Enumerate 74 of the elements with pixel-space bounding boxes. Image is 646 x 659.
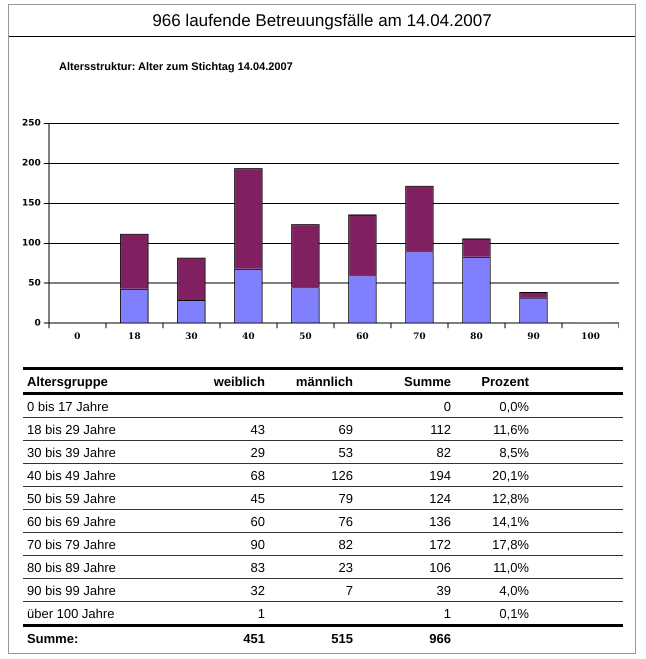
- text: 11,6%: [455, 418, 533, 440]
- text: 106: [357, 556, 455, 578]
- y-tick-label: 200: [22, 158, 41, 169]
- text: 0,1%: [455, 602, 533, 626]
- text: 82: [269, 532, 357, 556]
- text: 60 bis 69 Jahre: [23, 510, 181, 532]
- text: Summe: [357, 368, 455, 394]
- text: 172: [357, 532, 455, 556]
- text: 80 bis 89 Jahre: [23, 556, 181, 578]
- x-tick-label: 100: [581, 332, 600, 342]
- text: 126: [269, 464, 357, 486]
- text: 60: [181, 510, 269, 532]
- x-tick-label: 40: [242, 332, 255, 342]
- chart-subtitle: Altersstruktur: Alter zum Stichtag 14.04.2007: [59, 61, 294, 73]
- text: 43: [181, 418, 269, 440]
- text: 0 bis 17 Jahre: [23, 394, 181, 418]
- text: 79: [269, 486, 357, 510]
- text: 8,5%: [455, 440, 533, 464]
- x-tick-label: 30: [185, 332, 198, 342]
- text: weiblich: [181, 368, 269, 394]
- y-tick-label: 0: [34, 318, 41, 329]
- text: 14,1%: [455, 510, 533, 532]
- text: 18 bis 29 Jahre: [23, 418, 181, 440]
- text: 515: [269, 626, 357, 649]
- text: 90: [181, 532, 269, 556]
- text: 70 bis 79 Jahre: [23, 532, 181, 556]
- text: 69: [269, 418, 357, 440]
- text: 29: [181, 440, 269, 464]
- text: 50 bis 59 Jahre: [23, 486, 181, 510]
- x-tick-label: 70: [413, 332, 426, 342]
- text: 0,0%: [455, 394, 533, 418]
- text: 112: [357, 418, 455, 440]
- text: Prozent: [455, 368, 533, 394]
- text: Altersgruppe: [23, 368, 181, 394]
- text: 7: [269, 578, 357, 602]
- y-tick-label: 250: [22, 118, 41, 129]
- text: männlich: [269, 368, 357, 394]
- y-tick-label: 50: [28, 278, 41, 289]
- text: 1: [181, 602, 269, 626]
- x-tick-label: 60: [356, 332, 369, 342]
- text: 68: [181, 464, 269, 486]
- y-tick-label: 150: [22, 198, 41, 209]
- text: 0: [357, 394, 455, 418]
- x-tick-label: 80: [470, 332, 483, 342]
- text: 12,8%: [455, 486, 533, 510]
- text: 20,1%: [455, 464, 533, 486]
- text: 194: [357, 464, 455, 486]
- chart-title: 966 laufende Betreuungsfälle am 14.04.2007: [9, 11, 635, 37]
- text: 11,0%: [455, 556, 533, 578]
- text: 45: [181, 486, 269, 510]
- text: Summe:: [23, 626, 181, 649]
- text: 23: [269, 556, 357, 578]
- text: 32: [181, 578, 269, 602]
- x-tick-label: 50: [299, 332, 312, 342]
- text: 40 bis 49 Jahre: [23, 464, 181, 486]
- text: 39: [357, 578, 455, 602]
- x-tick-label: 0: [74, 332, 80, 342]
- x-tick-label: 90: [527, 332, 540, 342]
- text: 4,0%: [455, 578, 533, 602]
- text: 451: [181, 626, 269, 649]
- text: 30 bis 39 Jahre: [23, 440, 181, 464]
- text: 76: [269, 510, 357, 532]
- x-tick-label: 18: [128, 332, 141, 342]
- y-tick-label: 100: [22, 238, 41, 249]
- text: 966: [357, 626, 455, 649]
- text: 17,8%: [455, 532, 533, 556]
- text: 1: [357, 602, 455, 626]
- text: über 100 Jahre: [23, 602, 181, 626]
- text: 83: [181, 556, 269, 578]
- text: 82: [357, 440, 455, 464]
- text: 90 bis 99 Jahre: [23, 578, 181, 602]
- text: 53: [269, 440, 357, 464]
- text: 136: [357, 510, 455, 532]
- text: 124: [357, 486, 455, 510]
